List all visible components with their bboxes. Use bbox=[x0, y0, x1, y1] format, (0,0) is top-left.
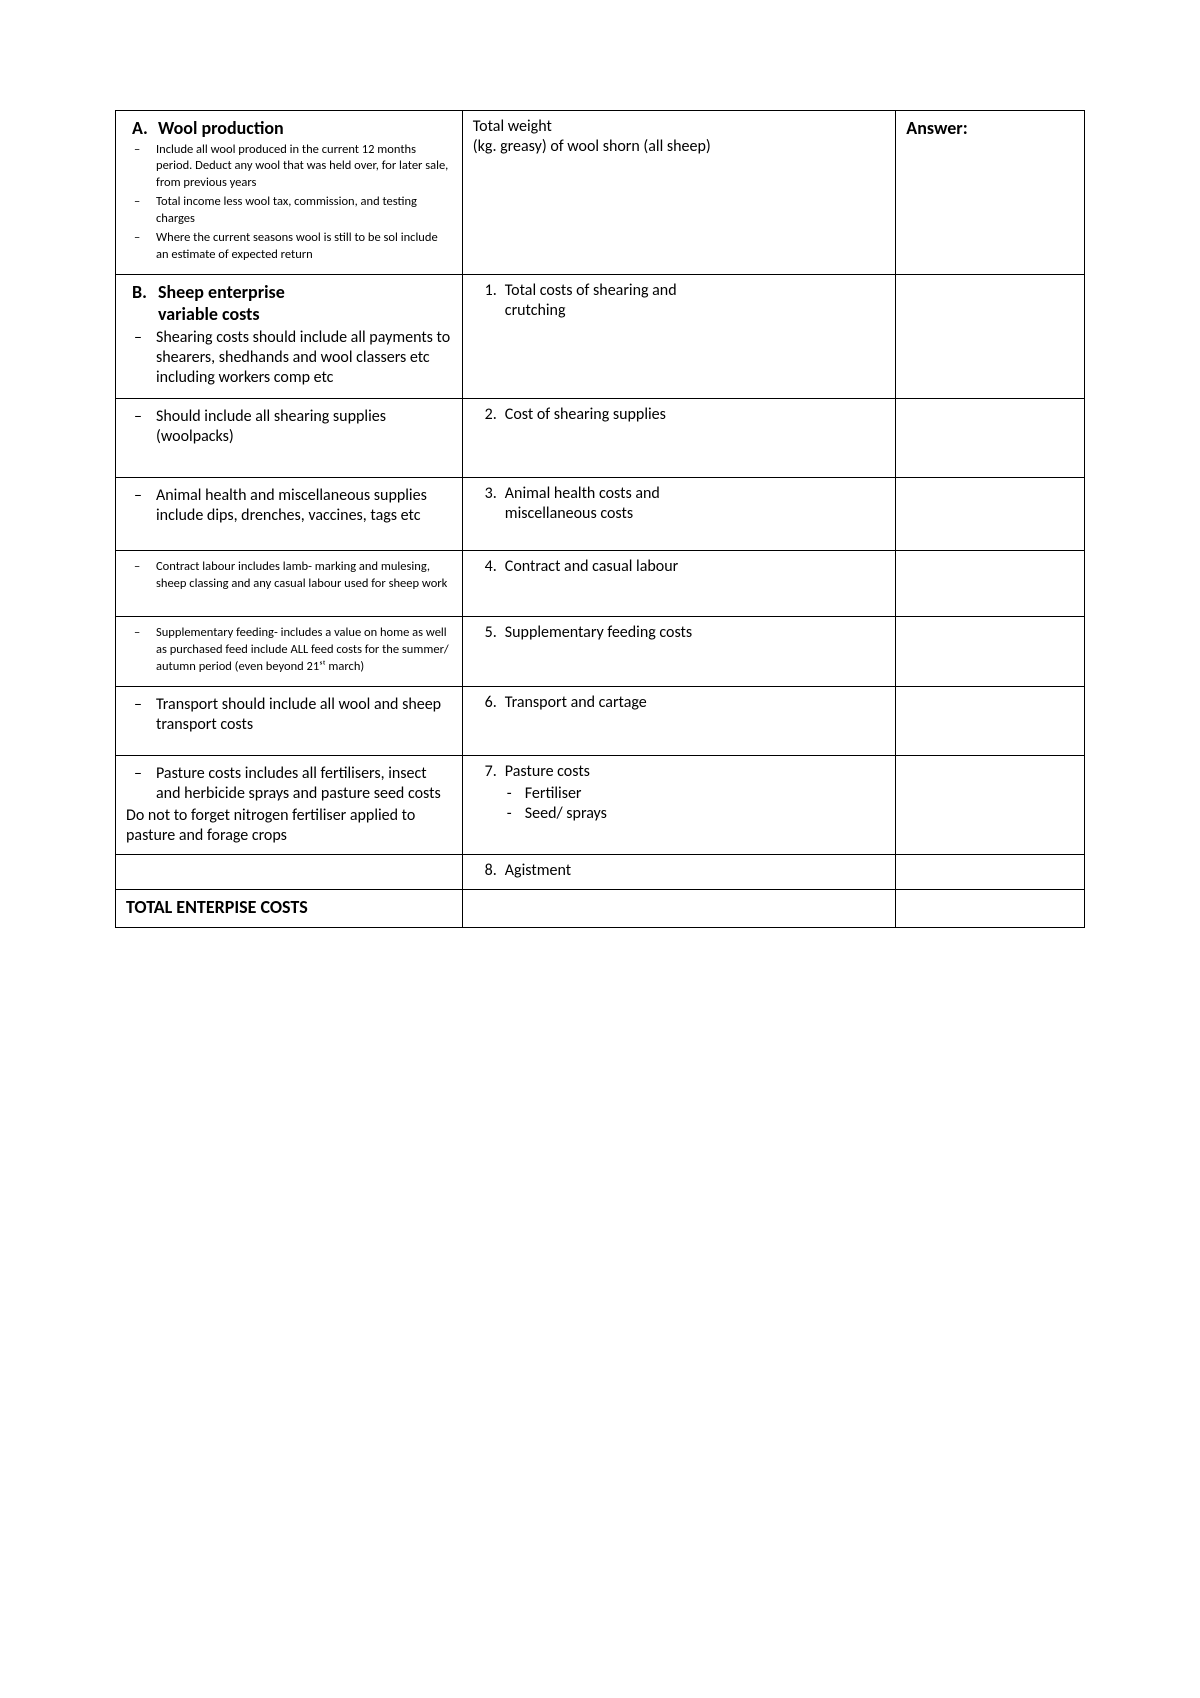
col-answer: Answer: bbox=[896, 111, 1085, 275]
bullet-item: Supplementary feeding- includes a value … bbox=[126, 625, 452, 676]
item-number: 5. bbox=[473, 623, 505, 643]
bullet-item: Include all wool produced in the current… bbox=[126, 142, 452, 193]
col-item: 6. Transport and cartage bbox=[462, 687, 896, 756]
item-label: Cost of shearing supplies bbox=[505, 405, 666, 425]
sub-item: Seed/ sprays bbox=[503, 804, 886, 824]
col-description: Should include all shearing supplies (wo… bbox=[116, 398, 463, 477]
extra-note: Do not to forget nitrogen fertiliser app… bbox=[126, 806, 452, 846]
bullet-item: Animal health and miscellaneous supplies… bbox=[126, 486, 452, 526]
table-row: A. Wool production Include all wool prod… bbox=[116, 111, 1085, 275]
col-item bbox=[462, 890, 896, 928]
sub-item: Fertiliser bbox=[503, 784, 886, 804]
answer-header: Answer: bbox=[906, 117, 967, 139]
bullet-item: Where the current seasons wool is still … bbox=[126, 230, 452, 264]
item-number: 2. bbox=[473, 405, 505, 425]
col-description: Contract labour includes lamb- marking a… bbox=[116, 550, 463, 617]
col-answer bbox=[896, 398, 1085, 477]
item-text: Total weight bbox=[473, 117, 886, 137]
section-marker: B. bbox=[126, 281, 158, 326]
col-item: Total weight (kg. greasy) of wool shorn … bbox=[462, 111, 896, 275]
col-answer bbox=[896, 855, 1085, 890]
col-item: 4. Contract and casual labour bbox=[462, 550, 896, 617]
col-description: Pasture costs includes all fertilisers, … bbox=[116, 756, 463, 855]
total-label: TOTAL ENTERPISE COSTS bbox=[126, 896, 308, 918]
item-text: (kg. greasy) of wool shorn (all sheep) bbox=[473, 137, 886, 157]
col-answer bbox=[896, 617, 1085, 687]
page-container: A. Wool production Include all wool prod… bbox=[0, 0, 1200, 928]
table-row: B. Sheep enterprise variable costs Shear… bbox=[116, 274, 1085, 398]
item-number: 3. bbox=[473, 484, 505, 524]
table-row: 8. Agistment bbox=[116, 855, 1085, 890]
col-item: 7. Pasture costs Fertiliser Seed/ sprays bbox=[462, 756, 896, 855]
item-label: Transport and cartage bbox=[505, 693, 647, 713]
item-label: Pasture costs bbox=[505, 762, 590, 782]
item-number: 1. bbox=[473, 281, 505, 321]
col-description: Transport should include all wool and sh… bbox=[116, 687, 463, 756]
section-title: Sheep enterprise variable costs bbox=[158, 281, 285, 326]
col-item: 8. Agistment bbox=[462, 855, 896, 890]
col-description: Animal health and miscellaneous supplies… bbox=[116, 477, 463, 550]
section-marker: A. bbox=[126, 117, 158, 140]
item-label: Agistment bbox=[505, 861, 571, 881]
bullet-item: Contract labour includes lamb- marking a… bbox=[126, 559, 452, 593]
col-description bbox=[116, 855, 463, 890]
col-answer bbox=[896, 890, 1085, 928]
bullet-item: Shearing costs should include all paymen… bbox=[126, 328, 452, 388]
col-description: TOTAL ENTERPISE COSTS bbox=[116, 890, 463, 928]
col-answer bbox=[896, 477, 1085, 550]
bullet-item: Should include all shearing supplies (wo… bbox=[126, 407, 452, 447]
item-number: 6. bbox=[473, 693, 505, 713]
col-description: B. Sheep enterprise variable costs Shear… bbox=[116, 274, 463, 398]
item-number: 4. bbox=[473, 557, 505, 577]
bullet-item: Transport should include all wool and sh… bbox=[126, 695, 452, 735]
bullet-item: Pasture costs includes all fertilisers, … bbox=[126, 764, 452, 804]
col-answer bbox=[896, 756, 1085, 855]
item-label: Animal health costs and miscellaneous co… bbox=[505, 484, 660, 524]
table-row: Pasture costs includes all fertilisers, … bbox=[116, 756, 1085, 855]
main-table: A. Wool production Include all wool prod… bbox=[115, 110, 1085, 928]
item-number: 7. bbox=[473, 762, 505, 782]
table-row: Transport should include all wool and sh… bbox=[116, 687, 1085, 756]
col-description: Supplementary feeding- includes a value … bbox=[116, 617, 463, 687]
col-answer bbox=[896, 550, 1085, 617]
item-label: Supplementary feeding costs bbox=[505, 623, 692, 643]
table-row: Animal health and miscellaneous supplies… bbox=[116, 477, 1085, 550]
col-item: 1. Total costs of shearing and crutching bbox=[462, 274, 896, 398]
col-answer bbox=[896, 274, 1085, 398]
table-row: Supplementary feeding- includes a value … bbox=[116, 617, 1085, 687]
item-number: 8. bbox=[473, 861, 505, 881]
col-item: 2. Cost of shearing supplies bbox=[462, 398, 896, 477]
table-row: Contract labour includes lamb- marking a… bbox=[116, 550, 1085, 617]
col-description: A. Wool production Include all wool prod… bbox=[116, 111, 463, 275]
col-item: 3. Animal health costs and miscellaneous… bbox=[462, 477, 896, 550]
item-label: Contract and casual labour bbox=[505, 557, 678, 577]
table-row: Should include all shearing supplies (wo… bbox=[116, 398, 1085, 477]
col-answer bbox=[896, 687, 1085, 756]
item-label: Total costs of shearing and crutching bbox=[505, 281, 677, 321]
table-row-total: TOTAL ENTERPISE COSTS bbox=[116, 890, 1085, 928]
col-item: 5. Supplementary feeding costs bbox=[462, 617, 896, 687]
bullet-item: Total income less wool tax, commission, … bbox=[126, 194, 452, 228]
section-title: Wool production bbox=[158, 117, 284, 140]
